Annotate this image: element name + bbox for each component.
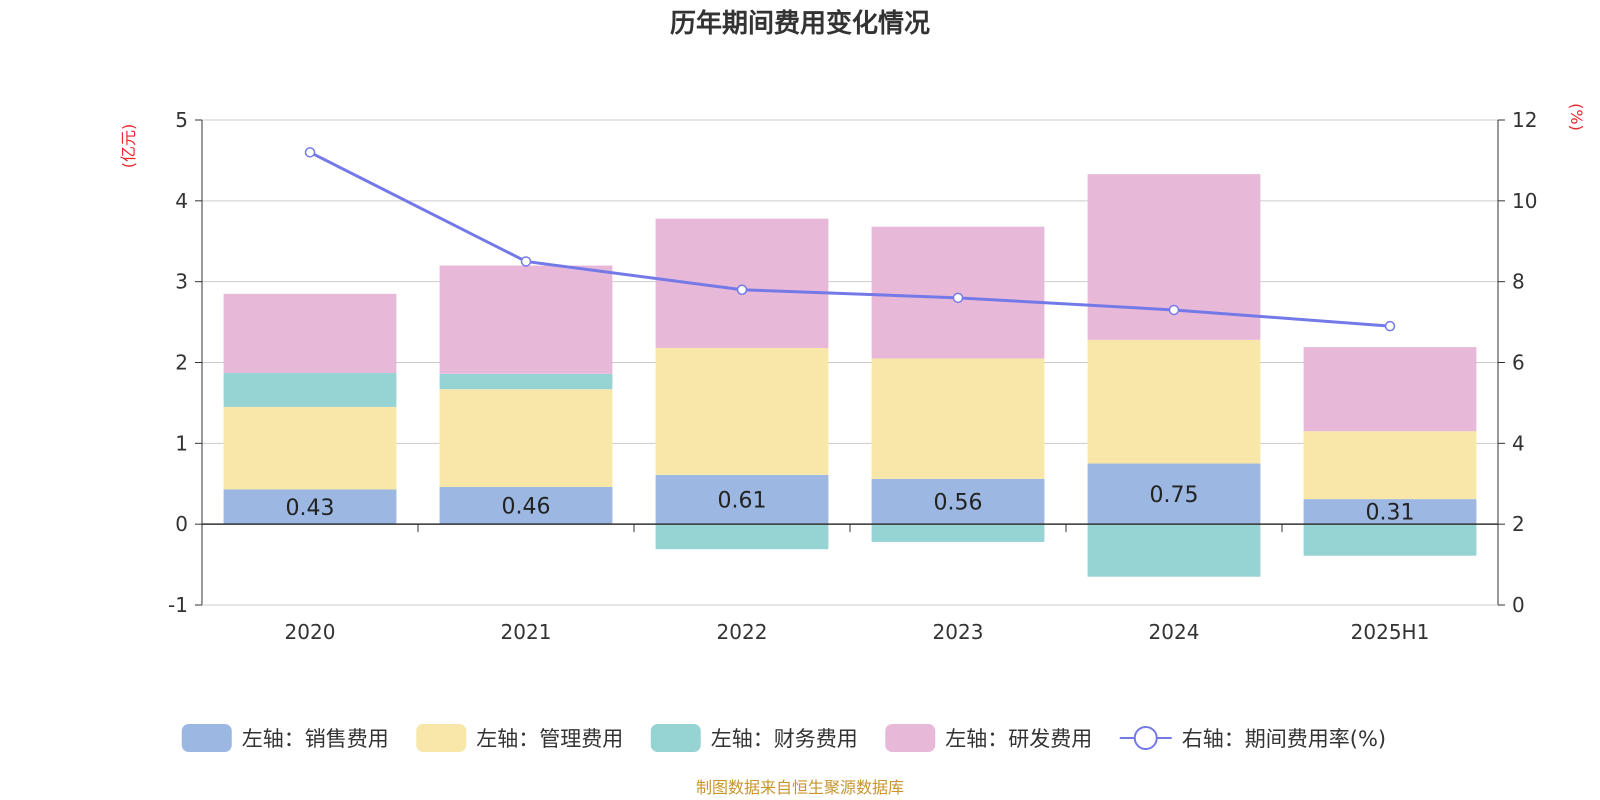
x-tick-label: 2025H1 [1351, 620, 1430, 644]
bar-segment-2023-3 [871, 226, 1045, 359]
bar-value-label: 0.46 [502, 495, 551, 520]
legend-label-0: 左轴：销售费用 [242, 727, 389, 751]
x-tick-label: 2024 [1149, 620, 1200, 644]
bar-segment-2022-2 [655, 524, 829, 550]
bar-segment-2020-1 [223, 406, 397, 490]
rate-point-2022 [736, 284, 748, 295]
left-axis-unit: (亿元) [119, 124, 138, 169]
left-tick-label: 5 [175, 108, 188, 132]
right-tick-label: 12 [1512, 108, 1537, 132]
rate-point-2021 [520, 256, 532, 267]
bar-segment-2023-0 [871, 478, 1045, 525]
legend: 左轴：销售费用 左轴：管理费用 左轴：财务费用 左轴：研发费用 右轴：期间费用率(%) [181, 724, 1386, 752]
bar-segment-2022-1 [655, 347, 829, 475]
right-tick-label: 4 [1512, 431, 1525, 455]
bar-segment-2023-1 [871, 358, 1045, 479]
right-tick-label: 0 [1512, 593, 1525, 617]
left-tick-label: 3 [175, 270, 188, 294]
right-axis-unit: (%) [1567, 103, 1586, 131]
bar-segment-2025H1-1 [1303, 431, 1477, 500]
right-tick-label: 6 [1512, 351, 1525, 375]
legend-swatch-0 [181, 724, 232, 752]
bar-value-label: 0.56 [934, 491, 983, 516]
right-tick-label: 2 [1512, 512, 1525, 536]
right-tick-label: 10 [1512, 189, 1537, 213]
bar-labels: 0.43 0.46 0.61 0.56 0.75 0.31 [286, 483, 1415, 526]
x-tick-label: 2021 [501, 620, 552, 644]
bar-segment-2025H1-0 [1303, 499, 1477, 525]
right-tick-label: 8 [1512, 270, 1525, 294]
left-tick-label: 4 [175, 189, 188, 213]
bar-segment-2021-1 [439, 389, 613, 487]
bar-segment-2025H1-3 [1303, 347, 1477, 432]
bar-segment-2022-0 [655, 474, 829, 525]
bar-value-label: 0.61 [718, 489, 767, 514]
bar-segment-2021-0 [439, 486, 613, 525]
source-note: 制图数据来自恒生聚源数据库 [696, 778, 904, 797]
legend-label-3: 左轴：研发费用 [945, 727, 1092, 751]
rate-line-path [309, 150, 1391, 328]
bar-segment-2021-3 [439, 265, 613, 374]
legend-label-1: 左轴：管理费用 [476, 727, 623, 751]
legend-swatch-2 [650, 724, 701, 752]
legend-swatch-1 [416, 724, 467, 752]
left-tick-label: 2 [175, 351, 188, 375]
bar-segment-2024-0 [1087, 463, 1261, 525]
bar-segment-2024-2 [1087, 524, 1261, 577]
chart-title: 历年期间费用变化情况 [670, 8, 930, 39]
bar-segment-2020-0 [223, 489, 397, 525]
bar-value-label: 0.31 [1366, 501, 1415, 526]
rate-line [304, 147, 1396, 332]
rate-point-2023 [952, 292, 964, 304]
bar-segment-2021-2 [439, 373, 613, 390]
bar-segment-2024-1 [1087, 339, 1261, 464]
bar-segment-2025H1-2 [1303, 524, 1477, 556]
rate-point-2020 [304, 147, 316, 158]
rate-point-2024 [1168, 304, 1180, 316]
legend-label-2: 左轴：财务费用 [711, 727, 858, 751]
bars [223, 174, 1477, 577]
bar-segment-2020-3 [223, 293, 397, 374]
legend-label-4: 右轴：期间费用率(%) [1182, 727, 1386, 751]
bar-segment-2023-2 [871, 524, 1045, 542]
rate-point-2025H1 [1384, 320, 1396, 332]
left-tick-label: 0 [175, 512, 188, 536]
x-tick-label: 2023 [933, 620, 984, 644]
left-tick-label: -1 [168, 593, 188, 617]
legend-swatch-3 [885, 724, 936, 752]
x-tick-label: 2022 [717, 620, 768, 644]
bar-value-label: 0.43 [286, 496, 335, 521]
left-tick-label: 1 [175, 431, 188, 455]
bar-value-label: 0.75 [1150, 483, 1199, 508]
bar-segment-2020-2 [223, 373, 397, 407]
legend-circle-swatch [1133, 726, 1158, 750]
x-tick-label: 2020 [285, 620, 336, 644]
